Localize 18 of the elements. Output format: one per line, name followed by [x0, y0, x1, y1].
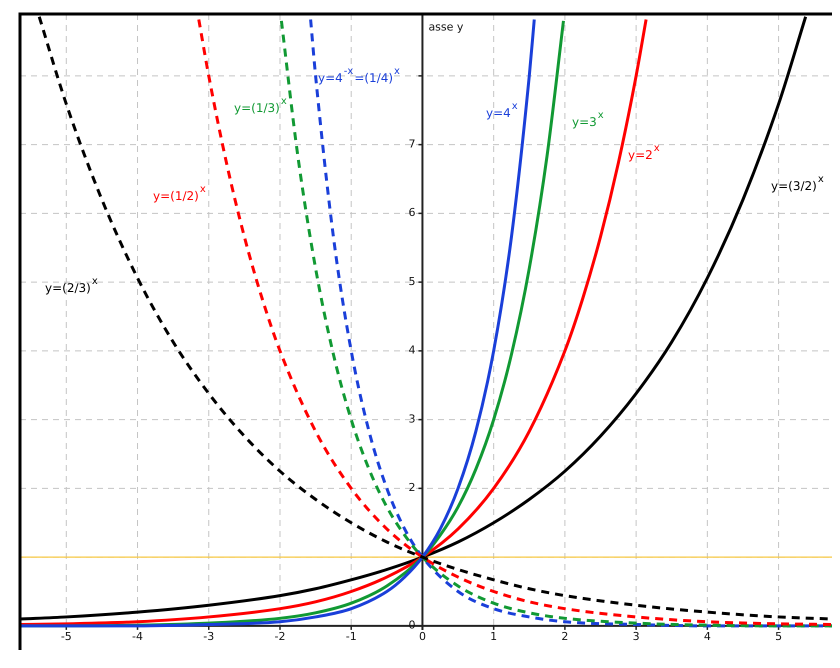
y-tick-label: 7	[408, 137, 416, 150]
y-tick-label: 3	[408, 412, 416, 426]
x-tick-label: 1	[490, 630, 498, 644]
x-tick-label: 2	[561, 630, 568, 644]
y-tick-label: 2	[408, 481, 416, 494]
y-tick-label: 6	[408, 206, 416, 220]
y-axis-title: asse y	[428, 20, 464, 34]
x-tick-label: 5	[775, 630, 782, 644]
y-tick-label: 5	[408, 274, 416, 288]
x-tick-label: 4	[704, 630, 711, 644]
x-tick-label: -5	[60, 630, 72, 644]
x-tick-label: -3	[203, 630, 214, 644]
x-tick-label: -2	[274, 630, 286, 644]
x-tick-label: -1	[346, 630, 357, 644]
x-tick-label: 0	[418, 630, 426, 644]
y-tick-label: 4	[408, 344, 416, 357]
x-tick-label: -4	[132, 630, 144, 644]
x-tick-label: 3	[632, 630, 640, 644]
